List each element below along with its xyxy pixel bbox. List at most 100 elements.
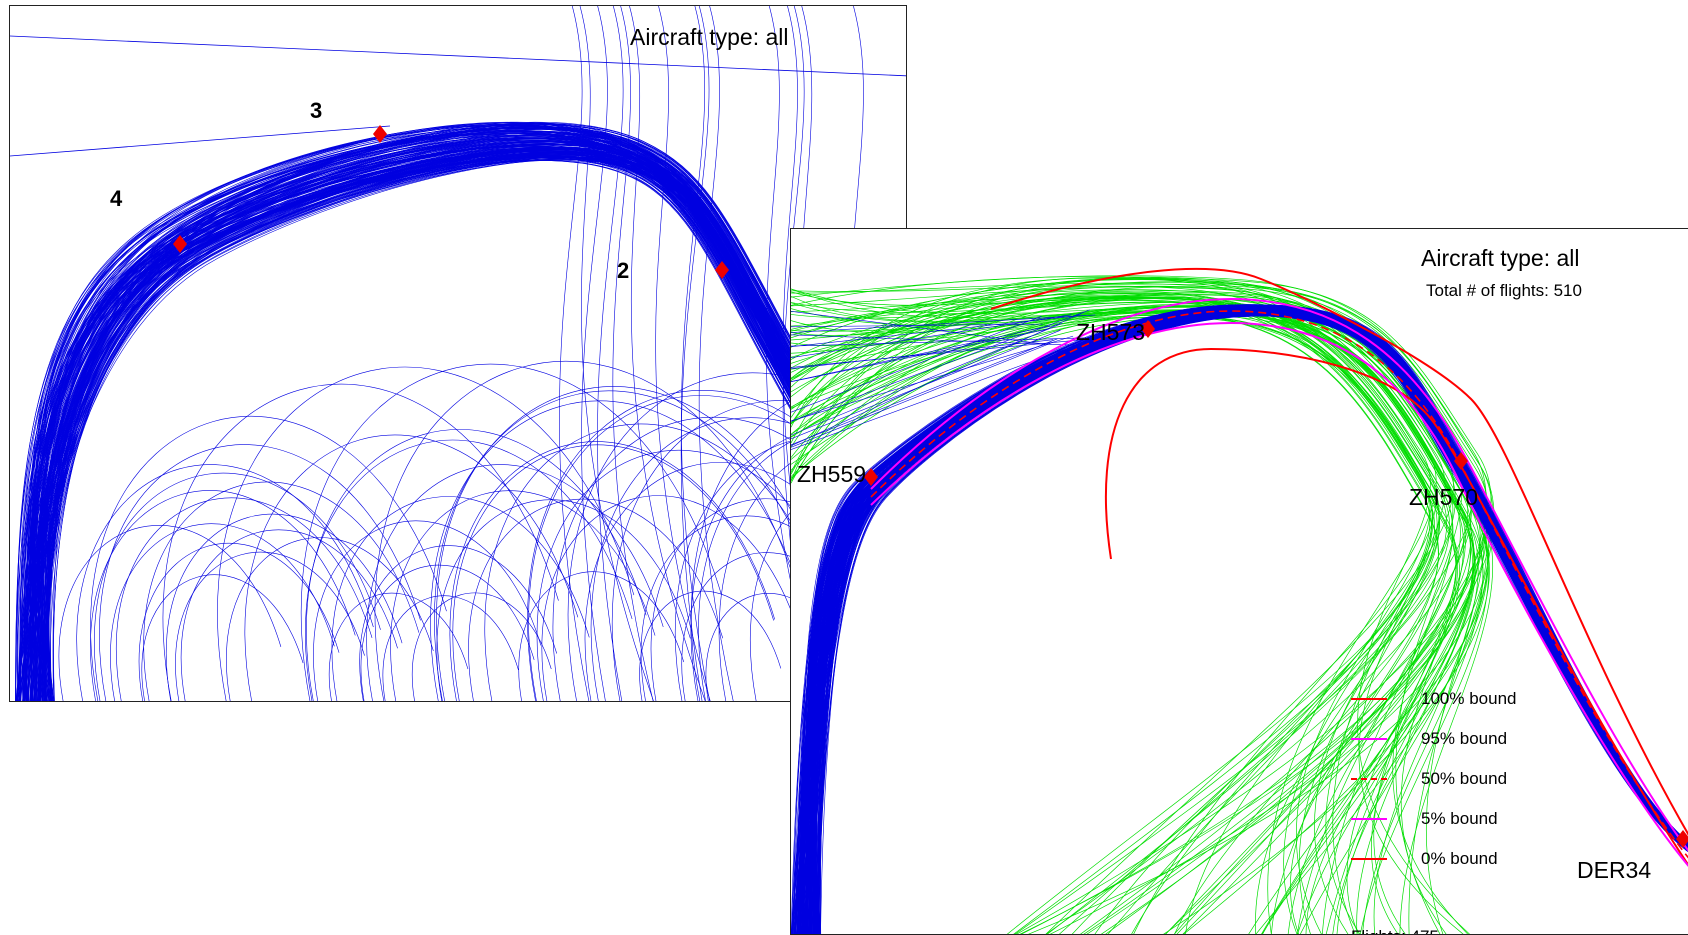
flight-track <box>36 132 906 701</box>
legend-item-5-bound: 5% bound <box>1351 809 1591 829</box>
flight-track <box>791 323 1063 436</box>
flight-track <box>680 6 710 701</box>
flight-track <box>143 481 420 701</box>
flight-track <box>39 137 906 701</box>
flight-track <box>20 127 906 701</box>
flight-track <box>797 313 1688 934</box>
flight-track <box>15 146 906 701</box>
flight-track <box>791 342 1053 448</box>
flight-track <box>791 316 1042 413</box>
flight-track <box>808 309 1688 934</box>
flight-track <box>17 130 906 701</box>
flight-track <box>40 148 906 701</box>
flight-track <box>639 591 782 701</box>
flight-track <box>434 390 822 701</box>
flight-track <box>37 130 906 701</box>
flight-track <box>791 314 1072 358</box>
flight-track <box>817 305 1688 934</box>
flight-track <box>629 6 706 701</box>
flight-track <box>813 313 1688 934</box>
flight-track <box>815 312 1688 934</box>
flight-track <box>29 136 906 701</box>
flight-track <box>23 156 906 701</box>
flight-track <box>798 307 1688 934</box>
flight-track <box>579 6 654 701</box>
flight-track <box>815 315 1688 934</box>
flight-track <box>810 314 1688 934</box>
flight-track <box>794 309 1688 934</box>
flight-track <box>793 308 1688 934</box>
waypoint-marker <box>1141 320 1155 338</box>
flight-track <box>814 314 1688 934</box>
flight-track <box>313 520 542 701</box>
flight-track <box>813 310 1688 934</box>
right-panel-title: Aircraft type: all <box>1421 245 1580 271</box>
flight-track <box>802 309 1688 934</box>
nonconforming-track <box>791 314 1457 934</box>
nonconforming-track <box>791 292 1440 934</box>
flight-track <box>810 309 1688 934</box>
flight-track <box>26 159 906 701</box>
flight-track <box>32 144 906 701</box>
flight-track <box>17 126 906 701</box>
flight-track <box>807 309 1688 934</box>
flight-track <box>794 307 1688 934</box>
flight-track <box>799 309 1688 934</box>
flight-track <box>791 335 1074 422</box>
nonconforming-track <box>791 316 1460 934</box>
flight-track <box>800 304 1688 934</box>
flight-track <box>791 325 1051 382</box>
flight-track <box>30 128 906 701</box>
flight-track <box>430 400 806 701</box>
flight-track <box>162 384 559 701</box>
flight-track <box>809 308 1688 934</box>
flight-track <box>802 307 1688 934</box>
flight-track <box>33 134 906 701</box>
flight-track <box>816 311 1688 934</box>
flight-track <box>805 310 1688 934</box>
flight-track <box>812 308 1688 934</box>
flight-track <box>797 306 1688 934</box>
flight-track <box>791 323 1043 328</box>
flight-track <box>806 309 1688 934</box>
flight-track <box>817 305 1688 934</box>
flight-track <box>815 304 1688 934</box>
flight-track <box>814 304 1688 934</box>
flight-track <box>808 311 1688 934</box>
flight-track <box>612 6 654 701</box>
flight-track <box>813 304 1688 934</box>
flight-track <box>791 339 1084 368</box>
flight-track <box>808 306 1688 934</box>
flight-track <box>803 314 1688 934</box>
flight-track <box>808 308 1688 934</box>
flight-track <box>817 311 1688 934</box>
flight-track <box>815 309 1688 934</box>
legend-label: 0% bound <box>1421 849 1498 868</box>
flight-track <box>42 143 906 701</box>
flight-track <box>809 312 1688 934</box>
flight-track <box>794 305 1688 934</box>
flight-track <box>805 311 1688 934</box>
flight-track <box>42 147 906 701</box>
flight-track <box>29 131 906 701</box>
legend-item-50-bound: 50% bound <box>1351 769 1591 789</box>
flight-track <box>141 574 304 701</box>
flight-track <box>810 310 1688 934</box>
flight-track <box>15 152 906 701</box>
flight-track <box>804 313 1688 934</box>
flight-track <box>39 157 906 701</box>
flight-track <box>31 143 906 701</box>
flight-track <box>791 334 1082 346</box>
flight-track <box>808 306 1688 934</box>
flight-track <box>17 127 906 701</box>
nonconforming-track <box>791 307 1475 934</box>
flight-track <box>36 125 906 701</box>
flight-track <box>811 306 1688 934</box>
nonconforming-track <box>791 282 1494 934</box>
flight-track <box>16 148 906 701</box>
waypoint-marker <box>864 468 878 486</box>
flight-track <box>412 592 552 701</box>
flight-track <box>811 305 1688 934</box>
flight-track <box>797 313 1688 934</box>
flight-track <box>17 133 906 701</box>
